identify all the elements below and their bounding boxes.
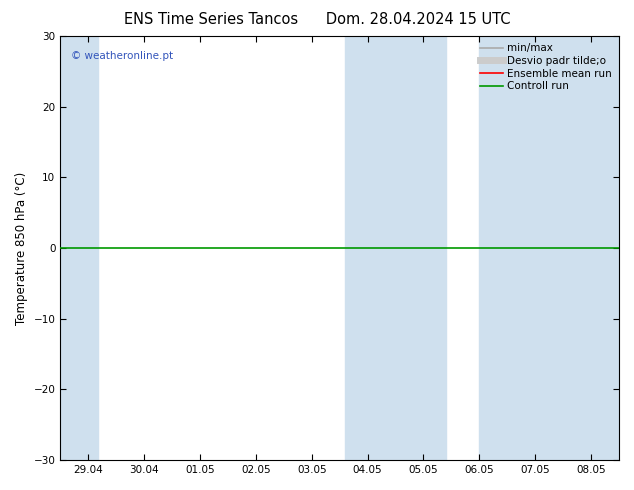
Bar (535, 36, 619, 460)
Text: ENS Time Series Tancos      Dom. 28.04.2024 15 UTC: ENS Time Series Tancos Dom. 28.04.2024 1… (124, 12, 510, 27)
Text: © weatheronline.pt: © weatheronline.pt (72, 51, 174, 61)
Bar (479, 36, 535, 460)
Bar (396, 36, 446, 460)
Y-axis label: Temperature 850 hPa (°C): Temperature 850 hPa (°C) (15, 172, 28, 325)
Bar (346, 36, 396, 460)
Bar (60, 36, 98, 460)
Legend: min/max, Desvio padr tilde;o, Ensemble mean run, Controll run: min/max, Desvio padr tilde;o, Ensemble m… (478, 41, 614, 93)
